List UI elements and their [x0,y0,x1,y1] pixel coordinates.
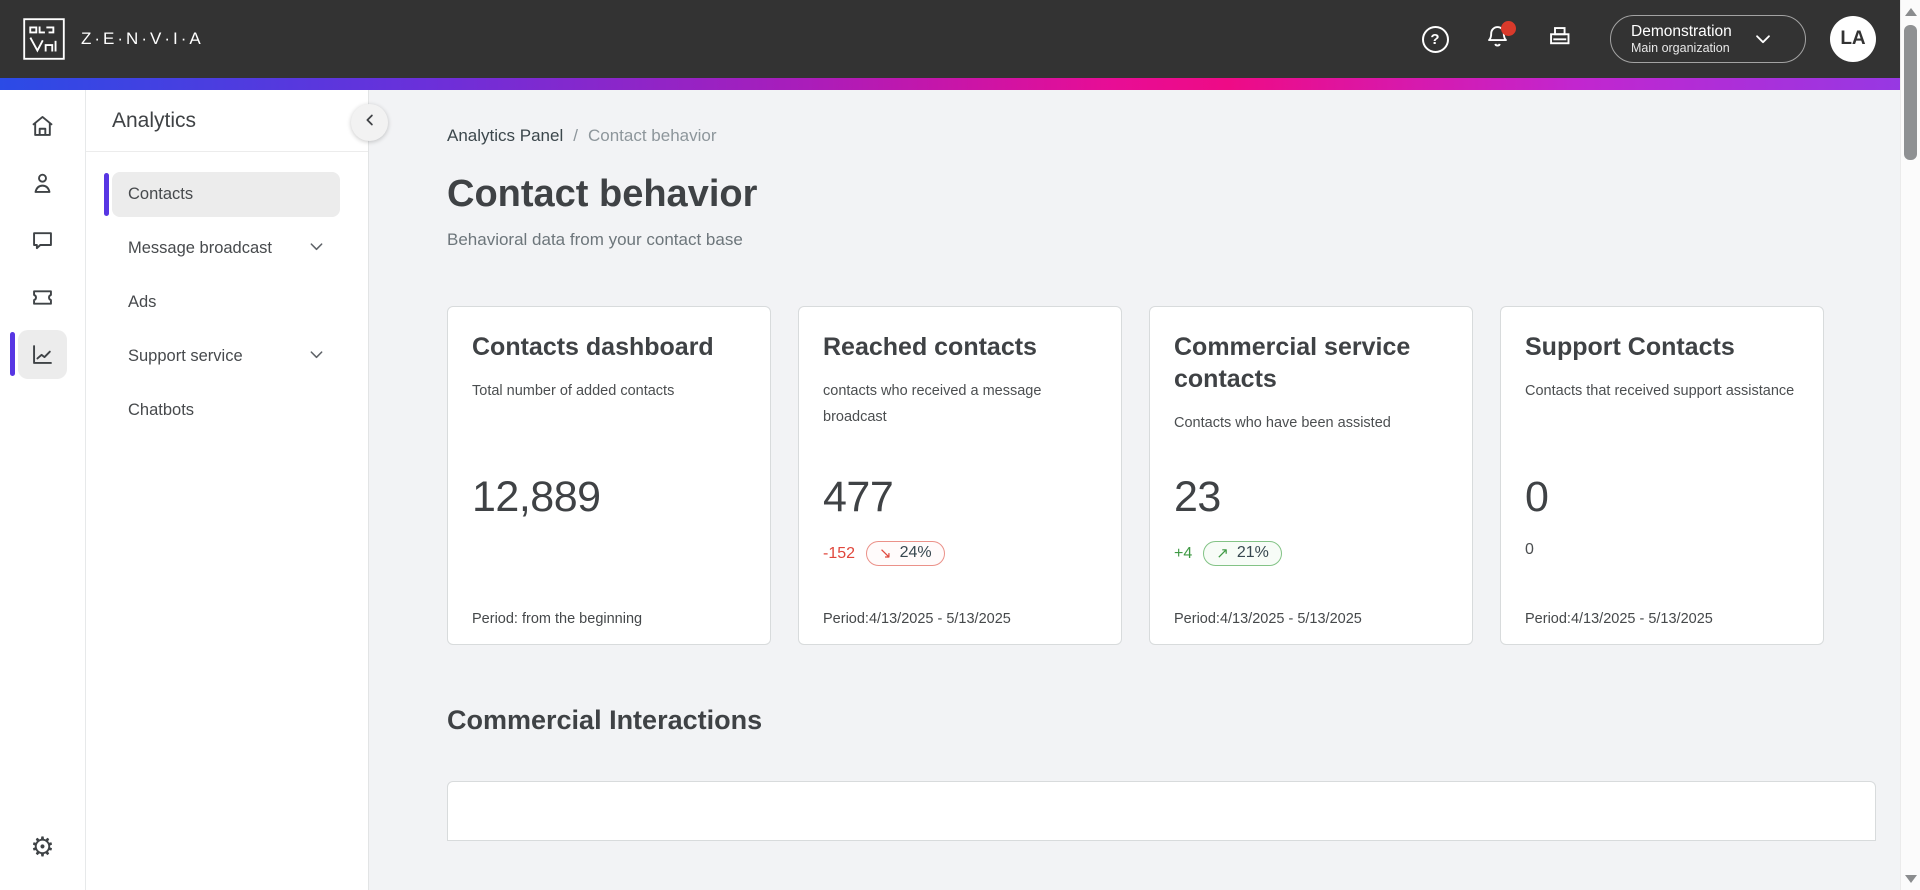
card-value: 477 [823,473,894,521]
sidebar-item-label: Message broadcast [128,239,272,257]
card-description: Contacts who have been assisted [1174,415,1391,431]
card-period: Period:4/13/2025 - 5/13/2025 [1174,611,1362,627]
trend-up-arrow-icon: ↗ [1216,544,1229,562]
stat-card-commercial-service-contacts: Commercial service contacts Contacts who… [1149,306,1473,645]
rail-item-tickets[interactable] [18,273,67,322]
sidebar-item-contacts[interactable]: Contacts [104,172,340,217]
card-title: Commercial service contacts [1174,333,1411,393]
stat-card-reached-contacts: Reached contacts contacts who received a… [798,306,1122,645]
chevron-down-icon [307,237,326,261]
card-delta: +4 [1174,544,1193,562]
chevron-left-icon [361,111,379,134]
sidebar-item-chatbots[interactable]: Chatbots [112,388,340,433]
sidebar-item-label: Support service [128,347,243,365]
vertical-scrollbar[interactable] [1900,0,1920,890]
notifications-button[interactable] [1480,21,1516,56]
sidebar-nav: Contacts Message broadcast Ads Support s… [86,152,368,433]
print-button[interactable] [1542,22,1576,56]
analytics-sidebar: Analytics Contacts Message broadcast Ads… [86,90,369,890]
brand-name: Z·E·N·V·I·A [81,29,204,48]
organization-subtitle: Main organization [1631,40,1730,55]
topbar: Z·E·N·V·I·A ? [0,0,1920,78]
page-title: Contact behavior [447,173,758,215]
breadcrumb: Analytics Panel / Contact behavior [447,126,1876,146]
organization-name: Demonstration [1631,22,1732,40]
trend-badge-down: ↘ 24% [866,541,945,566]
sidebar-item-ads[interactable]: Ads [112,280,340,325]
help-icon: ? [1421,25,1449,53]
brand-gradient-bar [0,78,1920,90]
card-description: Contacts that received support assistanc… [1525,383,1795,399]
breadcrumb-current: Contact behavior [587,126,717,145]
organization-selector[interactable]: Demonstration Main organization [1610,15,1806,63]
analytics-icon [29,341,56,368]
scrollbar-down-arrow[interactable] [1905,875,1917,883]
breadcrumb-separator: / [573,126,578,145]
sidebar-item-label: Chatbots [128,401,195,419]
contacts-icon [29,170,56,197]
icon-rail: ⚙ [0,90,86,890]
sidebar-collapse-button[interactable] [351,104,388,141]
sidebar-item-support-service[interactable]: Support service [112,334,340,379]
card-title: Contacts dashboard [472,333,714,361]
chevron-down-icon [307,345,326,369]
rail-item-analytics[interactable] [10,330,67,379]
main-content: Analytics Panel / Contact behavior Conta… [370,90,1900,890]
print-icon [1546,23,1573,55]
section-title-commercial-interactions: Commercial Interactions [447,705,763,735]
chevron-down-icon [1752,28,1774,50]
topbar-actions: ? Demonstration Main [1390,15,1876,63]
sidebar-item-message-broadcast[interactable]: Message broadcast [112,226,340,271]
card-title: Reached contacts [823,333,1037,361]
home-icon [29,113,56,140]
trend-percent: 21% [1236,544,1269,561]
page-subtitle: Behavioral data from your contact base [447,230,743,249]
sidebar-item-label: Contacts [128,185,194,203]
card-description: Total number of added contacts [472,383,675,399]
card-value: 12,889 [472,473,601,521]
user-avatar[interactable]: LA [1830,16,1876,62]
card-delta: -152 [823,544,856,562]
scrollbar-up-arrow[interactable] [1905,8,1917,16]
card-description: contacts who received a message broadcas… [823,383,1042,426]
zenvia-logo-icon [22,17,66,61]
settings-gear-icon: ⚙ [30,832,55,862]
rail-item-contacts[interactable] [18,159,67,208]
help-button[interactable]: ? [1418,22,1452,56]
rail-item-conversations[interactable] [18,216,67,265]
card-delta: 0 [1525,541,1534,558]
rail-item-settings[interactable]: ⚙ [18,823,67,872]
card-period: Period: from the beginning [472,611,643,627]
brand: Z·E·N·V·I·A [22,17,204,61]
ticket-icon [29,284,56,311]
commercial-interactions-card [447,781,1876,841]
stat-card-support-contacts: Support Contacts Contacts that received … [1500,306,1824,645]
rail-item-home[interactable] [18,102,67,151]
sidebar-title: Analytics [86,90,368,152]
trend-percent: 24% [899,544,932,561]
card-value: 23 [1174,473,1221,521]
breadcrumb-analytics-panel[interactable]: Analytics Panel [447,126,564,145]
stat-card-contacts-dashboard: Contacts dashboard Total number of added… [447,306,771,645]
card-value: 0 [1525,473,1549,521]
chat-icon [29,227,56,254]
scrollbar-thumb[interactable] [1904,25,1917,160]
card-period: Period:4/13/2025 - 5/13/2025 [823,611,1011,627]
trend-down-arrow-icon: ↘ [879,544,892,562]
trend-badge-up: ↗ 21% [1203,541,1282,566]
card-title: Support Contacts [1525,333,1735,361]
notification-badge-dot [1501,21,1516,36]
sidebar-item-label: Ads [128,293,157,311]
stat-cards-row: Contacts dashboard Total number of added… [447,306,1876,645]
card-period: Period:4/13/2025 - 5/13/2025 [1525,611,1713,627]
